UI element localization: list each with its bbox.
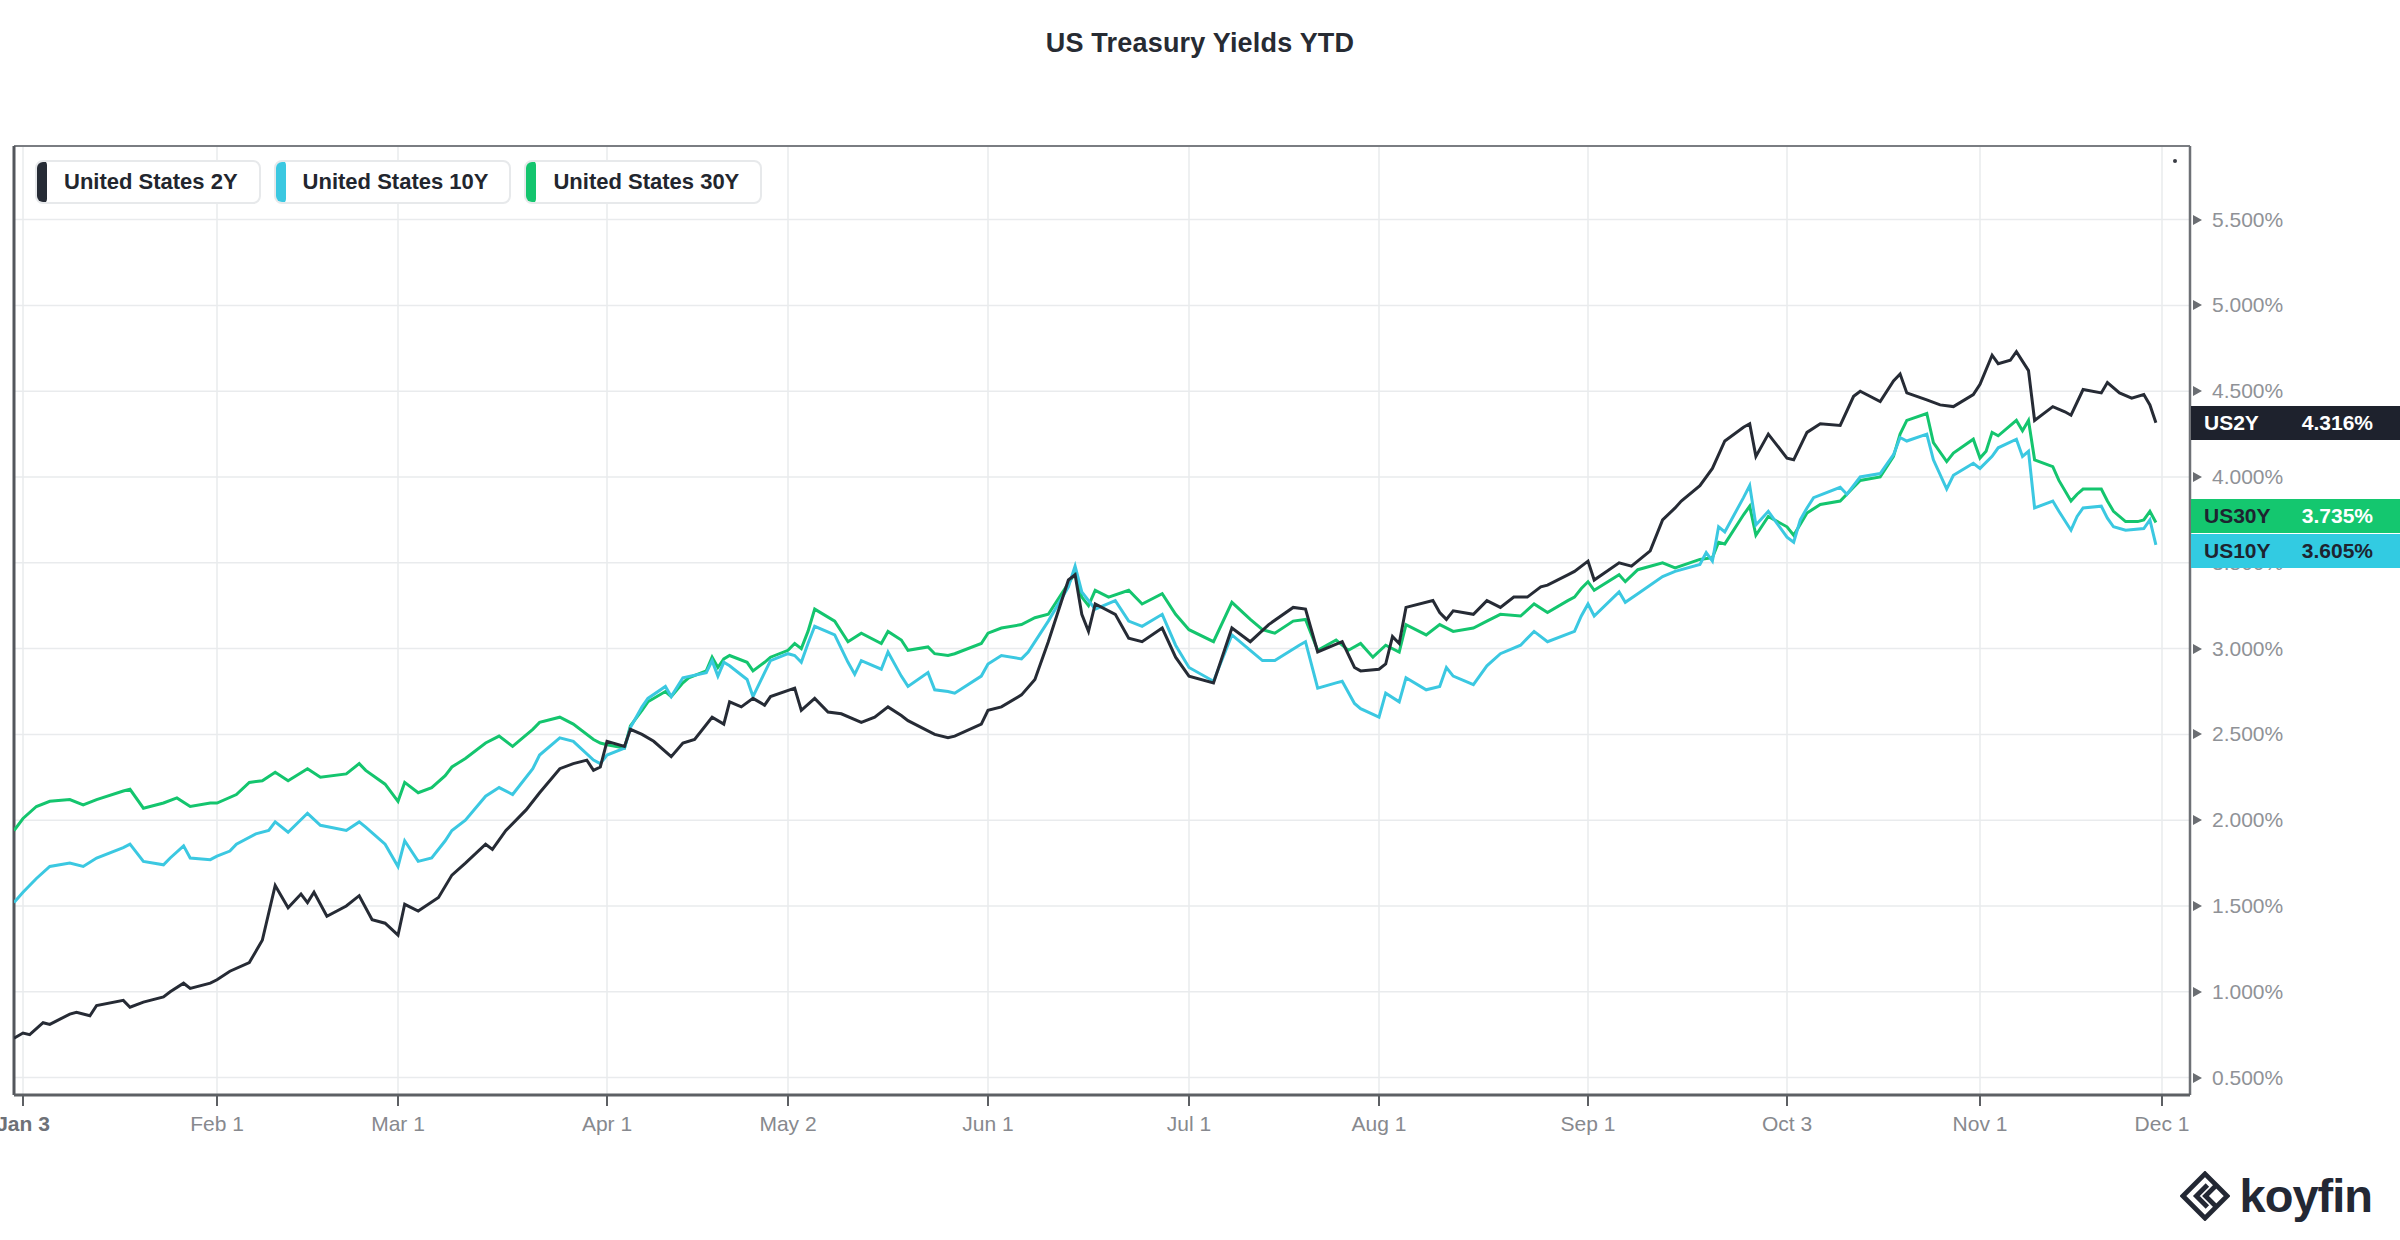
badge-ticker: US2Y [2204, 411, 2259, 435]
x-tick-label: Jul 1 [1167, 1112, 1211, 1136]
x-tick-label: Mar 1 [371, 1112, 425, 1136]
y-tick-label: 0.500% [2212, 1066, 2283, 1090]
y-tick-arrow-icon [2193, 386, 2202, 396]
x-tick-label: Feb 1 [190, 1112, 244, 1136]
legend-label: United States 30Y [553, 169, 739, 195]
badge-value: 3.605% [2302, 539, 2373, 563]
y-tick-arrow-icon [2193, 729, 2202, 739]
x-tick-label: Apr 1 [582, 1112, 632, 1136]
koyfin-logo-text: koyfin [2240, 1168, 2372, 1223]
y-tick-label: 2.000% [2212, 808, 2283, 832]
badge-value: 3.735% [2302, 504, 2373, 528]
badge-ticker: US30Y [2204, 504, 2271, 528]
legend-color-bar [37, 160, 47, 204]
y-tick-label: 4.000% [2212, 465, 2283, 489]
y-tick-label: 5.500% [2212, 208, 2283, 232]
x-tick-label: Jan 3 [0, 1112, 50, 1136]
legend-label: United States 2Y [64, 169, 238, 195]
y-tick-label: 3.000% [2212, 637, 2283, 661]
koyfin-logo[interactable]: koyfin [2180, 1168, 2372, 1223]
y-tick-arrow-icon [2193, 1073, 2202, 1083]
last-price-badge-US2Y: US2Y 4.316% [2191, 406, 2400, 440]
legend-pill-US10Y[interactable]: United States 10Y [274, 160, 512, 204]
badge-ticker: US10Y [2204, 539, 2271, 563]
legend-pill-US2Y[interactable]: United States 2Y [35, 160, 261, 204]
badge-value: 4.316% [2302, 411, 2373, 435]
series-line-US10Y[interactable] [14, 434, 2156, 902]
stray-dot [2173, 159, 2177, 163]
y-tick-arrow-icon [2193, 215, 2202, 225]
koyfin-diamond-icon [2180, 1171, 2230, 1221]
legend-pill-US30Y[interactable]: United States 30Y [524, 160, 762, 204]
y-tick-arrow-icon [2193, 987, 2202, 997]
y-tick-arrow-icon [2193, 815, 2202, 825]
y-tick-arrow-icon [2193, 901, 2202, 911]
y-tick-arrow-icon [2193, 644, 2202, 654]
last-price-badge-US30Y: US30Y 3.735% [2191, 499, 2400, 533]
x-tick-label: Sep 1 [1561, 1112, 1616, 1136]
x-tick-label: May 2 [759, 1112, 816, 1136]
legend-label: United States 10Y [303, 169, 489, 195]
y-tick-arrow-icon [2193, 300, 2202, 310]
series-line-US2Y[interactable] [14, 352, 2156, 1038]
x-tick-label: Aug 1 [1352, 1112, 1407, 1136]
y-tick-label: 2.500% [2212, 722, 2283, 746]
x-tick-label: Jun 1 [962, 1112, 1013, 1136]
y-tick-label: 4.500% [2212, 379, 2283, 403]
legend-color-bar [276, 160, 286, 204]
y-tick-label: 1.000% [2212, 980, 2283, 1004]
x-tick-label: Oct 3 [1762, 1112, 1812, 1136]
last-price-badge-US10Y: US10Y 3.605% [2191, 534, 2400, 568]
y-tick-label: 5.000% [2212, 293, 2283, 317]
y-tick-label: 1.500% [2212, 894, 2283, 918]
x-tick-label: Nov 1 [1953, 1112, 2008, 1136]
legend-color-bar [526, 160, 536, 204]
x-tick-label: Dec 1 [2135, 1112, 2190, 1136]
legend: United States 2Y United States 10Y United … [35, 160, 762, 204]
series-group [14, 352, 2156, 1038]
y-tick-arrow-icon [2193, 472, 2202, 482]
